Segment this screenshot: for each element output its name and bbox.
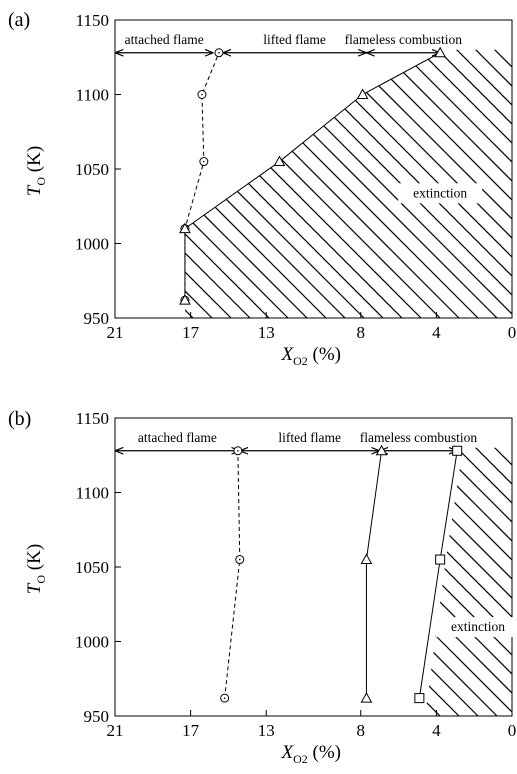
data-point-triangle xyxy=(273,155,286,167)
data-point-triangle xyxy=(179,222,191,234)
data-point-circle-dot xyxy=(203,160,205,163)
hatch-line xyxy=(425,447,441,716)
hatch-line xyxy=(184,49,365,319)
x-tick-label: 4 xyxy=(432,323,441,342)
region-label: flameless combustion xyxy=(345,32,463,47)
data-point-circle-dot xyxy=(201,93,203,96)
data-point-square xyxy=(414,693,425,704)
y-tick-label: 1000 xyxy=(75,235,109,254)
hatch-line xyxy=(425,447,512,716)
region-label: flameless combustion xyxy=(360,430,478,445)
hatch-line xyxy=(184,49,308,319)
hatch-line xyxy=(66,418,364,716)
hatch-line xyxy=(425,447,512,716)
panel-letter: (a) xyxy=(8,9,30,31)
x-tick-label: 8 xyxy=(357,323,366,342)
y-tick-label: 1100 xyxy=(76,484,109,503)
hatch-line xyxy=(0,20,3,318)
x-tick-label: 8 xyxy=(357,721,366,740)
panel-b: 21 17 13 8 4 0 950 1000 1050 1100 1150 (b) XO2 (%) TO… xyxy=(0,408,517,766)
extinction-label: extinction xyxy=(451,619,505,634)
hatch-line xyxy=(425,447,512,716)
panel-a: 21 17 13 8 4 0 950 1000 1050 1100 1150 (a) XO2 (%) TO… xyxy=(0,9,517,368)
region-label: attached flame xyxy=(125,32,204,47)
y-tick-label: 1000 xyxy=(75,633,109,652)
y-tick-label: 1100 xyxy=(76,86,109,105)
hatch-line xyxy=(425,447,512,716)
series-line-square xyxy=(418,450,458,699)
data-point-triangle xyxy=(360,553,373,565)
panel-letter: (b) xyxy=(8,408,31,430)
x-axis-title: XO2 (%) xyxy=(281,742,342,766)
y-tick-label: 950 xyxy=(84,309,110,328)
hatch-line xyxy=(123,418,421,716)
hatch-line xyxy=(445,447,512,716)
y-axis-title: TO (K) xyxy=(24,544,48,594)
x-tick-label: 21 xyxy=(107,721,124,740)
hatch-line xyxy=(9,418,307,716)
x-tick-label: 17 xyxy=(182,323,200,342)
hatch-line xyxy=(85,418,383,716)
data-point-triangle xyxy=(356,88,369,99)
data-point-circle-dot xyxy=(223,697,226,699)
x-tick-label: 13 xyxy=(258,721,275,740)
series-line-triangle xyxy=(365,450,383,699)
hatch-line xyxy=(425,447,512,716)
data-point-square xyxy=(435,554,446,565)
hatch-line xyxy=(425,447,479,716)
y-tick-label: 1050 xyxy=(75,558,109,577)
hatch-line xyxy=(426,49,512,319)
x-tick-label: 13 xyxy=(258,323,275,342)
hatch-line xyxy=(0,418,3,716)
hatch-line xyxy=(425,447,460,716)
hatch-line xyxy=(369,49,512,319)
hatch-line xyxy=(0,20,22,318)
hatch-line xyxy=(425,447,512,716)
x-tick-label: 4 xyxy=(432,721,441,740)
hatch-line xyxy=(28,418,326,716)
data-point-triangle xyxy=(360,692,373,703)
hatch-line xyxy=(425,447,512,716)
hatch-line xyxy=(426,447,512,716)
hatch-line xyxy=(388,49,512,319)
data-point-triangle xyxy=(434,46,447,58)
data-point-circle-dot xyxy=(218,51,220,54)
hatch-line xyxy=(184,49,270,319)
x-tick-label: 21 xyxy=(107,323,124,342)
hatch-line xyxy=(104,418,402,716)
hatch-line xyxy=(184,49,251,319)
data-point-square xyxy=(452,445,463,456)
hatch-line xyxy=(184,49,289,319)
hatch-line xyxy=(425,447,498,716)
y-tick-label: 1150 xyxy=(76,409,109,428)
hatch-line xyxy=(407,49,512,319)
annotation-bg xyxy=(435,617,517,638)
hatch-line xyxy=(184,49,384,319)
data-point-triangle xyxy=(179,294,191,305)
x-tick-label: 0 xyxy=(508,721,517,740)
hatch-line xyxy=(0,418,22,716)
y-tick-label: 1150 xyxy=(76,11,109,30)
hatch-line xyxy=(184,49,327,319)
hatch-line xyxy=(184,49,403,319)
extinction-label: extinction xyxy=(413,185,467,200)
region-label: lifted flame xyxy=(278,430,341,445)
region-label: lifted flame xyxy=(263,32,326,47)
hatch-line xyxy=(445,49,512,319)
region-label: attached flame xyxy=(138,430,217,445)
data-point-triangle xyxy=(375,444,388,456)
x-axis-title: XO2 (%) xyxy=(281,344,342,368)
annotation-bg xyxy=(398,183,483,204)
hatch-line xyxy=(184,49,422,319)
y-tick-label: 950 xyxy=(84,707,110,726)
hatch-line xyxy=(425,447,512,716)
y-tick-label: 1050 xyxy=(75,160,109,179)
x-tick-label: 17 xyxy=(182,721,200,740)
series-line-circle xyxy=(224,450,241,699)
data-point-circle-dot xyxy=(237,449,239,452)
x-tick-label: 0 xyxy=(508,323,517,342)
data-point-circle-dot xyxy=(238,558,241,561)
y-axis-title: TO (K) xyxy=(24,146,48,196)
